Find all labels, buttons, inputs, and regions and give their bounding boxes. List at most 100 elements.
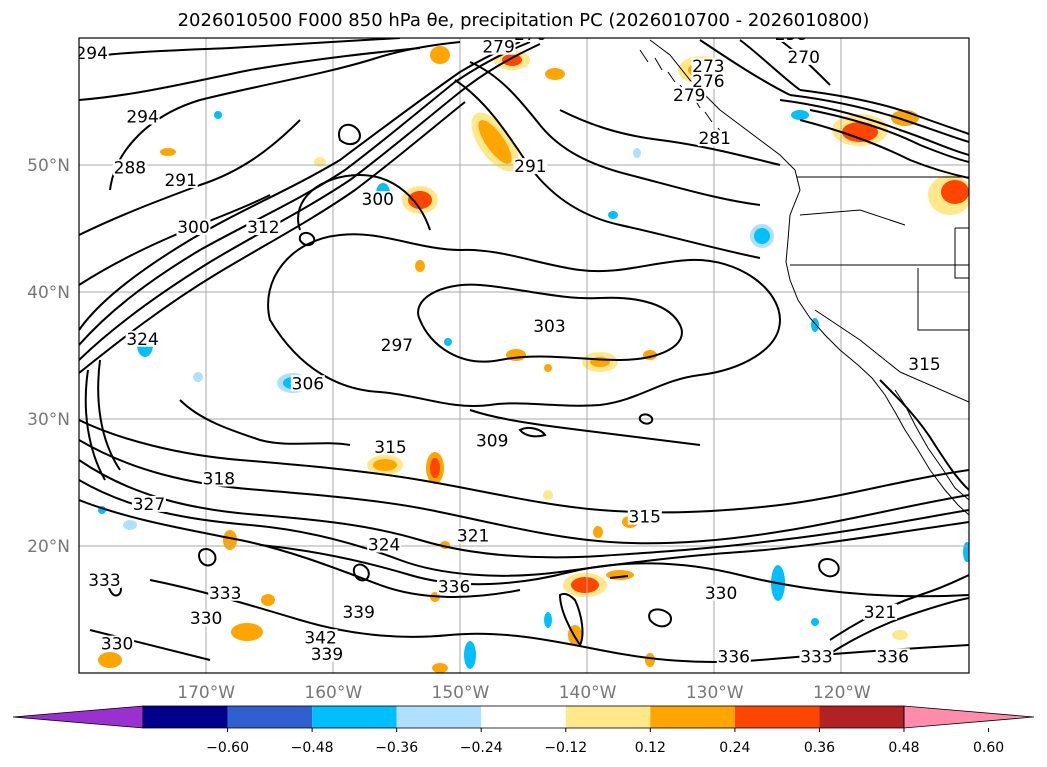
contour-label: 279: [482, 38, 514, 58]
map-title: 2026010500 F000 850 hPa θe, precipitatio…: [177, 10, 870, 31]
contour-line: [648, 608, 672, 628]
latitude-tick-label: 50°N: [27, 156, 70, 176]
precip-negative-patch: [608, 211, 618, 219]
latitude-tick-label: 40°N: [27, 283, 70, 303]
contour-label-bg: [246, 219, 281, 236]
contour-line: [559, 109, 781, 166]
contour-line: [79, 101, 466, 374]
contour-line: [149, 579, 969, 663]
colorbar-segment: [734, 706, 820, 728]
colorbar-extend-low: [12, 705, 144, 729]
contour-label: 324: [126, 330, 158, 350]
contour-label-bg: [774, 38, 808, 42]
contour-line: [84, 369, 106, 481]
precip-negative-patch: [633, 148, 641, 158]
colorbar-tick-label: −0.36: [375, 740, 418, 756]
contour-line: [809, 109, 969, 163]
contour-line: [79, 419, 969, 514]
contour-label-bg: [697, 130, 732, 147]
precip-positive-patch: [432, 663, 448, 673]
colorbar-frame: [142, 705, 905, 729]
contour-line: [109, 41, 461, 191]
colorbar-tick-label: −0.12: [544, 740, 587, 756]
north-america-coastline: [649, 39, 969, 516]
contour-label: 330: [101, 635, 133, 655]
contour-label: 333: [209, 584, 241, 604]
contour-label-bg: [290, 375, 325, 392]
contour-label: 288: [114, 158, 146, 178]
colorbar-tick-label: 0.60: [973, 740, 1004, 756]
contour-line: [469, 61, 761, 206]
contour-line: [297, 173, 431, 231]
contour-label: 333: [800, 647, 832, 667]
precip-positive-patch: [502, 54, 522, 66]
precip-positive-patch: [231, 623, 263, 641]
contour-line: [454, 79, 761, 259]
contour-label: 336: [718, 647, 750, 667]
contour-line: [79, 43, 541, 361]
contour-line: [79, 439, 969, 545]
contour-label: 258: [775, 25, 807, 45]
precip-positive-patch: [261, 594, 275, 606]
contour-label: 333: [88, 571, 120, 591]
precip-negative-patch: [544, 612, 552, 628]
precip-positive-patch: [430, 46, 450, 64]
contour-label: 294: [75, 44, 107, 64]
contour-label: 327: [133, 495, 165, 515]
contour-label: 321: [457, 527, 489, 547]
contour-label: 306: [292, 374, 324, 394]
state-border: [814, 309, 901, 373]
contour-line: [267, 233, 782, 407]
precip-negative-patch: [444, 338, 452, 346]
contour-label-bg: [863, 603, 897, 620]
contour-line: [699, 39, 791, 96]
contour-label-bg: [716, 648, 751, 665]
contour-label-bg: [532, 318, 567, 335]
longitude-tick-label: 140°W: [559, 683, 617, 703]
contour-line: [298, 232, 316, 246]
contour-line: [179, 399, 351, 446]
contour-label-bg: [786, 48, 821, 65]
contour-label-bg: [437, 578, 472, 595]
colorbar-tick-label: 0.36: [804, 740, 835, 756]
contour-label-bg: [691, 57, 726, 74]
precip-positive-patch: [941, 180, 969, 204]
state-border: [799, 209, 906, 226]
contour-line: [469, 409, 701, 446]
state-border: [917, 268, 969, 331]
contour-label-bg: [87, 572, 122, 589]
contour-label-bg: [513, 38, 548, 42]
contour-line: [779, 99, 969, 156]
contour-label: 291: [514, 157, 546, 177]
precip-positive-patch: [892, 630, 908, 640]
contour-line: [79, 479, 969, 577]
precip-positive-patch: [408, 191, 432, 209]
contour-label: 276: [514, 25, 546, 45]
contour-label-bg: [341, 603, 376, 620]
precip-negative-patch: [791, 110, 809, 120]
contour-label: 312: [247, 218, 279, 238]
contour-line: [79, 459, 969, 559]
contour-label-bg: [475, 432, 510, 449]
contour-line: [739, 39, 801, 91]
precip-negative-patch: [963, 542, 969, 562]
contour-label-bg: [176, 219, 211, 236]
contour-label: 336: [876, 647, 908, 667]
precip-positive-patch: [223, 530, 237, 550]
contour-label: 297: [381, 336, 413, 356]
longitude-tick-label: 130°W: [686, 683, 744, 703]
state-border: [954, 227, 969, 279]
contour-line: [799, 89, 969, 135]
contour-label-bg: [907, 356, 942, 373]
contour-label-bg: [691, 72, 726, 89]
colorbar-segment: [143, 706, 228, 728]
contour-label-bg: [456, 527, 491, 544]
latitude-tick-label: 20°N: [27, 537, 70, 557]
contour-line: [818, 558, 840, 578]
contour-line: [338, 123, 361, 146]
contour-line: [79, 194, 271, 286]
contour-label-bg: [79, 45, 109, 62]
precip-positive-patch: [593, 526, 603, 538]
contour-line: [609, 575, 629, 579]
